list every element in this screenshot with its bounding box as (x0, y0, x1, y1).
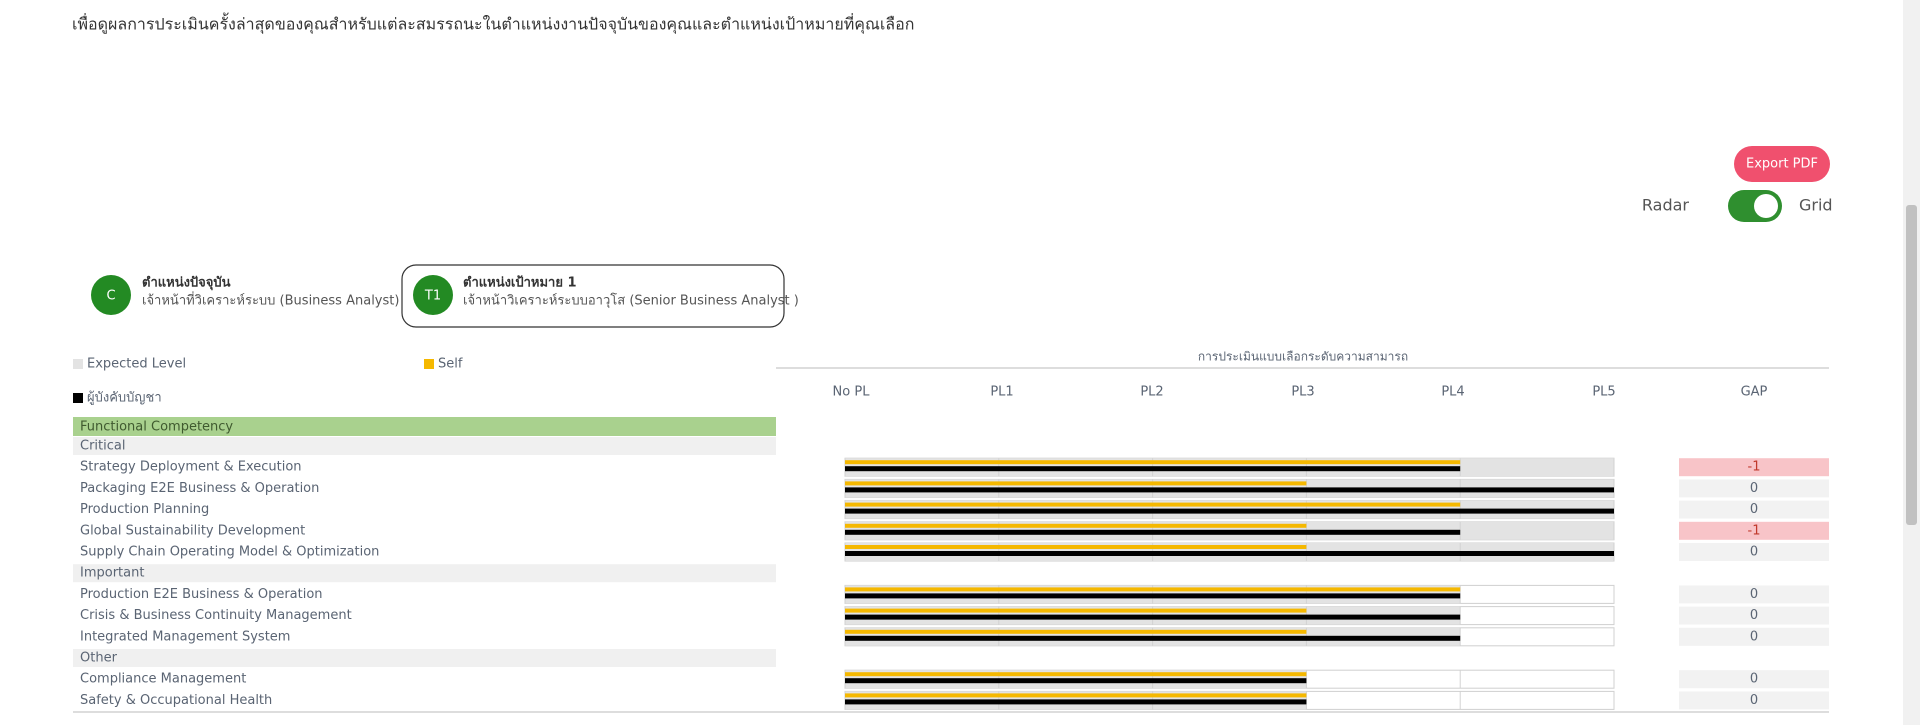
gap-cell (1679, 500, 1829, 519)
chart-title: การประเมินแบบเลือกระดับความสามารถ (1198, 350, 1408, 364)
gap-cell (1679, 543, 1829, 561)
x-tick-label: PL5 (1592, 385, 1615, 400)
section-bar (73, 564, 776, 583)
gap-cell (1679, 479, 1829, 498)
section-label: Other (80, 651, 118, 666)
gap-value: -1 (1748, 460, 1761, 475)
bar (845, 614, 1461, 620)
bar (845, 508, 1614, 514)
row-label: Safety & Occupational Health (80, 693, 272, 708)
gap-value: 0 (1750, 545, 1758, 560)
row-label: Strategy Deployment & Execution (80, 460, 302, 475)
scroll-thumb[interactable] (1906, 205, 1917, 525)
export-button[interactable] (1734, 146, 1830, 182)
gap-cell (1679, 585, 1829, 604)
position-name: เจ้าหน้าที่วิเคราะห์ระบบ (Business Analy… (142, 292, 399, 309)
section-bar (73, 437, 776, 455)
toggle-left-label: Radar (1642, 196, 1690, 215)
gap-cell (1679, 627, 1829, 646)
gap-value: 0 (1750, 481, 1758, 496)
gap-cell (1679, 521, 1829, 540)
gap-header: GAP (1741, 385, 1768, 400)
position-badge[interactable] (91, 275, 131, 315)
bar (845, 629, 1307, 634)
toggle-knob[interactable] (1754, 194, 1778, 218)
badge-label[interactable]: C (106, 289, 115, 304)
export-button-label[interactable]: Export PDF (1746, 157, 1818, 172)
instruction: เพื่อดูผลการประเมินครั้งล่าสุดของคุณสำหร… (72, 13, 914, 35)
bar (845, 608, 1307, 613)
bar (845, 551, 1614, 556)
bar (845, 587, 1461, 592)
legend-swatch (73, 393, 83, 403)
x-tick-label: PL2 (1140, 385, 1163, 400)
bar (845, 672, 1307, 677)
legend-label: Self (438, 357, 463, 372)
position-title: ตำแหน่งเป้าหมาย 1 (463, 275, 577, 291)
bar (845, 699, 1307, 705)
gap-cell (1679, 458, 1829, 477)
bar (845, 460, 1461, 465)
badge-label[interactable]: T1 (424, 289, 441, 304)
bar (845, 529, 1461, 535)
gap-value: -1 (1748, 523, 1761, 538)
row-label: Integrated Management System (80, 629, 290, 644)
gap-cell (1679, 606, 1829, 625)
row-label: Production Planning (80, 502, 209, 517)
gap-cell (1679, 691, 1829, 710)
bar (845, 693, 1307, 698)
bar (845, 502, 1461, 507)
bar (845, 487, 1614, 493)
row-label: Crisis & Business Continuity Management (80, 608, 352, 623)
gap-cell (1679, 670, 1829, 689)
gap-value: 0 (1750, 693, 1758, 708)
bar (845, 593, 1461, 599)
toggle-right-label: Grid (1799, 196, 1833, 215)
x-tick-label: PL1 (990, 385, 1013, 400)
bar (845, 678, 1307, 684)
bar (845, 466, 1461, 472)
position-name: เจ้าหน้าวิเคราะห์ระบบอาวุโส (Senior Busi… (463, 293, 799, 309)
section-bar (73, 649, 776, 667)
position-badge[interactable] (413, 275, 453, 315)
x-tick-label: No PL (833, 385, 871, 400)
row-label: Supply Chain Operating Model & Optimizat… (80, 545, 379, 560)
section-label: Critical (80, 439, 125, 454)
row-label: Packaging E2E Business & Operation (80, 481, 319, 496)
bar (845, 481, 1307, 486)
row-label: Production E2E Business & Operation (80, 587, 323, 602)
bar (845, 635, 1461, 641)
legend-swatch (73, 359, 83, 369)
legend-swatch (424, 359, 434, 369)
gap-value: 0 (1750, 629, 1758, 644)
group-bar (73, 417, 776, 436)
bar (845, 545, 1307, 549)
x-tick-label: PL4 (1441, 385, 1464, 400)
legend-label: Expected Level (87, 357, 186, 372)
gap-value: 0 (1750, 608, 1758, 623)
gap-value: 0 (1750, 587, 1758, 602)
gap-value: 0 (1750, 672, 1758, 687)
row-label: Compliance Management (80, 672, 246, 687)
bar (845, 523, 1307, 528)
group-label: Functional Competency (80, 420, 233, 435)
x-tick-label: PL3 (1291, 385, 1314, 400)
position-card[interactable] (401, 264, 785, 328)
position-title: ตำแหน่งปัจจุบัน (142, 275, 231, 291)
legend-label: ผู้บังคับบัญชา (87, 391, 162, 406)
row-label: Global Sustainability Development (80, 523, 305, 538)
section-label: Important (80, 566, 144, 581)
gap-value: 0 (1750, 502, 1758, 517)
